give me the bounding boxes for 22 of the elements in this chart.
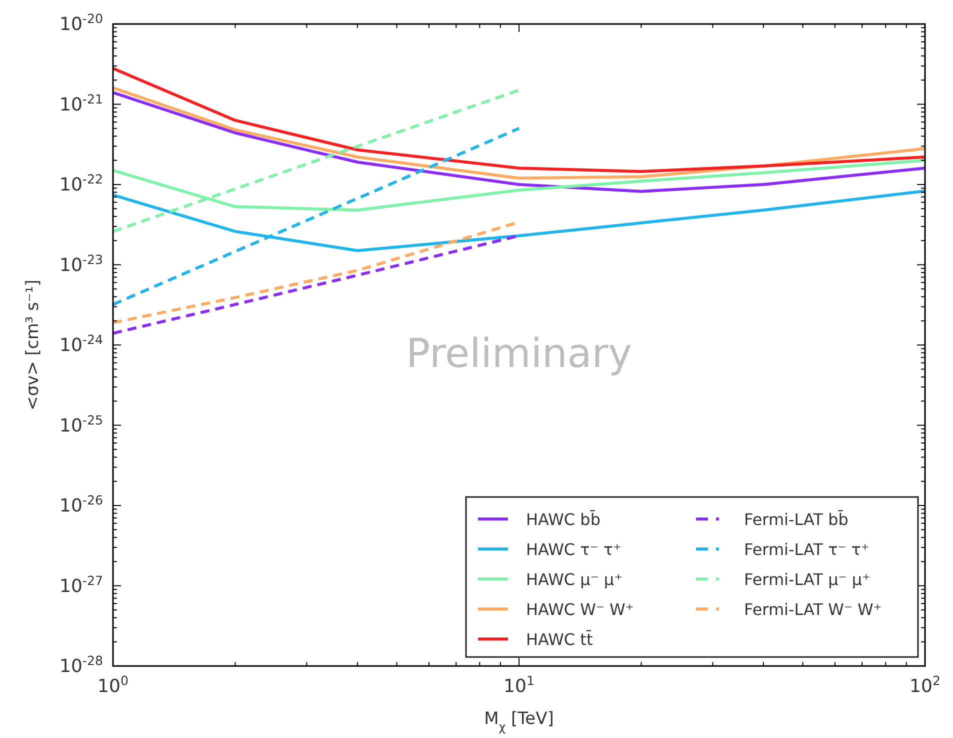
legend-label: HAWC tt̄ (526, 630, 593, 649)
y-tick-label: 10$^{-26}$ (60, 492, 103, 516)
legend-label: HAWC τ⁻ τ⁺ (526, 540, 622, 559)
y-tick-label: 10$^{-27}$ (60, 572, 103, 597)
legend-label: Fermi-LAT W⁻ W⁺ (744, 600, 882, 619)
legend-label: Fermi-LAT τ⁻ τ⁺ (744, 540, 870, 559)
y-tick-label: 10$^{-22}$ (60, 171, 103, 196)
legend-label: HAWC μ⁻ μ⁺ (526, 570, 623, 589)
x-tick-label: 10$^{1}$ (504, 672, 534, 697)
legend-label: HAWC W⁻ W⁺ (526, 600, 634, 619)
x-axis-title: M$_{χ}$ [TeV] (484, 709, 554, 734)
y-tick-label: 10$^{-20}$ (60, 10, 103, 35)
y-tick-label: 10$^{-23}$ (60, 251, 103, 276)
annotation: Preliminary (406, 331, 632, 377)
y-tick-label: 10$^{-24}$ (60, 332, 103, 356)
y-tick-label: 10$^{-21}$ (60, 90, 103, 116)
legend-label: HAWC bb̄ (526, 510, 600, 529)
y-axis-title: <σv> [cm³ s⁻¹] (23, 280, 43, 410)
legend-label: Fermi-LAT bb̄ (744, 510, 848, 529)
x-tick-label: 10$^{2}$ (910, 672, 940, 697)
legend-label: Fermi-LAT μ⁻ μ⁺ (744, 570, 870, 589)
y-tick-label: 10$^{-25}$ (60, 412, 103, 436)
